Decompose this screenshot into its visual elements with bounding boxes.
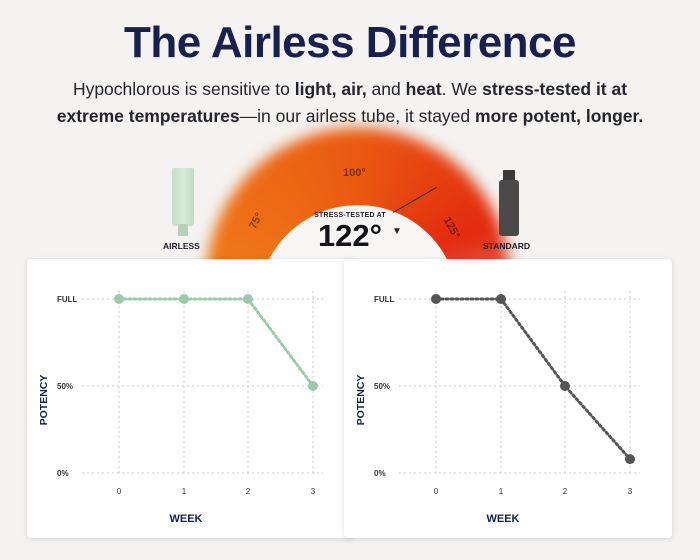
y-axis-label: POTENCY: [38, 375, 50, 426]
subtitle-bold-1: light, air,: [294, 79, 367, 99]
airless-chart-card: FULL 50% 0% 0 1 2 3 WEEK POTENCY: [27, 259, 355, 538]
stress-temperature: 122°: [317, 218, 383, 253]
data-point: [308, 381, 318, 391]
data-point: [625, 454, 635, 465]
airless-chart: FULL 50% 0% 0 1 2 3 WEEK POTENCY: [38, 291, 323, 525]
y-tick-label: 0%: [374, 469, 386, 478]
standard-chart: FULL 50% 0% 0 1 2 3 WEEK POTENCY: [355, 291, 640, 525]
stress-label: STRESS-TESTED AT: [314, 212, 386, 219]
dial-tick-100: 100°: [343, 167, 366, 179]
x-tick-label: 2: [563, 487, 568, 496]
y-tick-label: 0%: [57, 469, 69, 478]
y-tick-label: 50%: [57, 382, 73, 391]
airless-tube-icon: [172, 168, 194, 226]
standard-label: STANDARD: [483, 241, 531, 251]
series-line: [434, 297, 632, 461]
x-tick-label: 3: [311, 487, 316, 496]
x-axis-label: WEEK: [170, 513, 203, 525]
needle-tip-icon: ▼: [392, 226, 402, 237]
standard-chart-card: FULL 50% 0% 0 1 2 3 WEEK POTENCY: [344, 259, 672, 538]
subtitle-bold-4: more potent, longer.: [475, 106, 644, 126]
subtitle-bold-3: stress-tested it at extreme temperatures: [56, 79, 628, 126]
subtitle-text-2: and: [366, 79, 406, 99]
x-tick-label: 1: [499, 487, 504, 496]
spray-bottle-neck-icon: [503, 170, 515, 182]
subtitle-text-3: . We: [441, 79, 483, 99]
y-tick-label: 50%: [374, 382, 390, 391]
x-tick-label: 1: [182, 487, 187, 496]
y-tick-label: FULL: [374, 295, 395, 304]
airless-tube-cap-icon: [178, 224, 188, 236]
series-line: [117, 297, 315, 388]
subtitle-bold-2: heat: [405, 79, 442, 99]
subtitle-text-1: Hypochlorous is sensitive to: [72, 79, 295, 99]
y-axis-label: POTENCY: [355, 375, 367, 426]
x-tick-label: 0: [117, 487, 122, 496]
data-point: [114, 294, 124, 304]
data-point: [243, 294, 253, 304]
subtitle: Hypochlorous is sensitive to light, air,…: [40, 76, 660, 130]
spray-bottle-icon: [499, 180, 519, 236]
airless-label: AIRLESS: [163, 241, 200, 251]
x-tick-label: 3: [628, 487, 633, 496]
data-point: [431, 294, 441, 304]
x-axis-label: WEEK: [487, 513, 520, 525]
y-tick-label: FULL: [57, 295, 78, 304]
data-point: [179, 294, 189, 304]
data-point: [560, 381, 570, 391]
page-title: The Airless Difference: [124, 18, 577, 67]
data-point: [496, 294, 506, 304]
x-tick-label: 0: [434, 487, 439, 496]
subtitle-text-4: —in our airless tube, it stayed: [239, 106, 476, 126]
x-tick-label: 2: [246, 487, 251, 496]
